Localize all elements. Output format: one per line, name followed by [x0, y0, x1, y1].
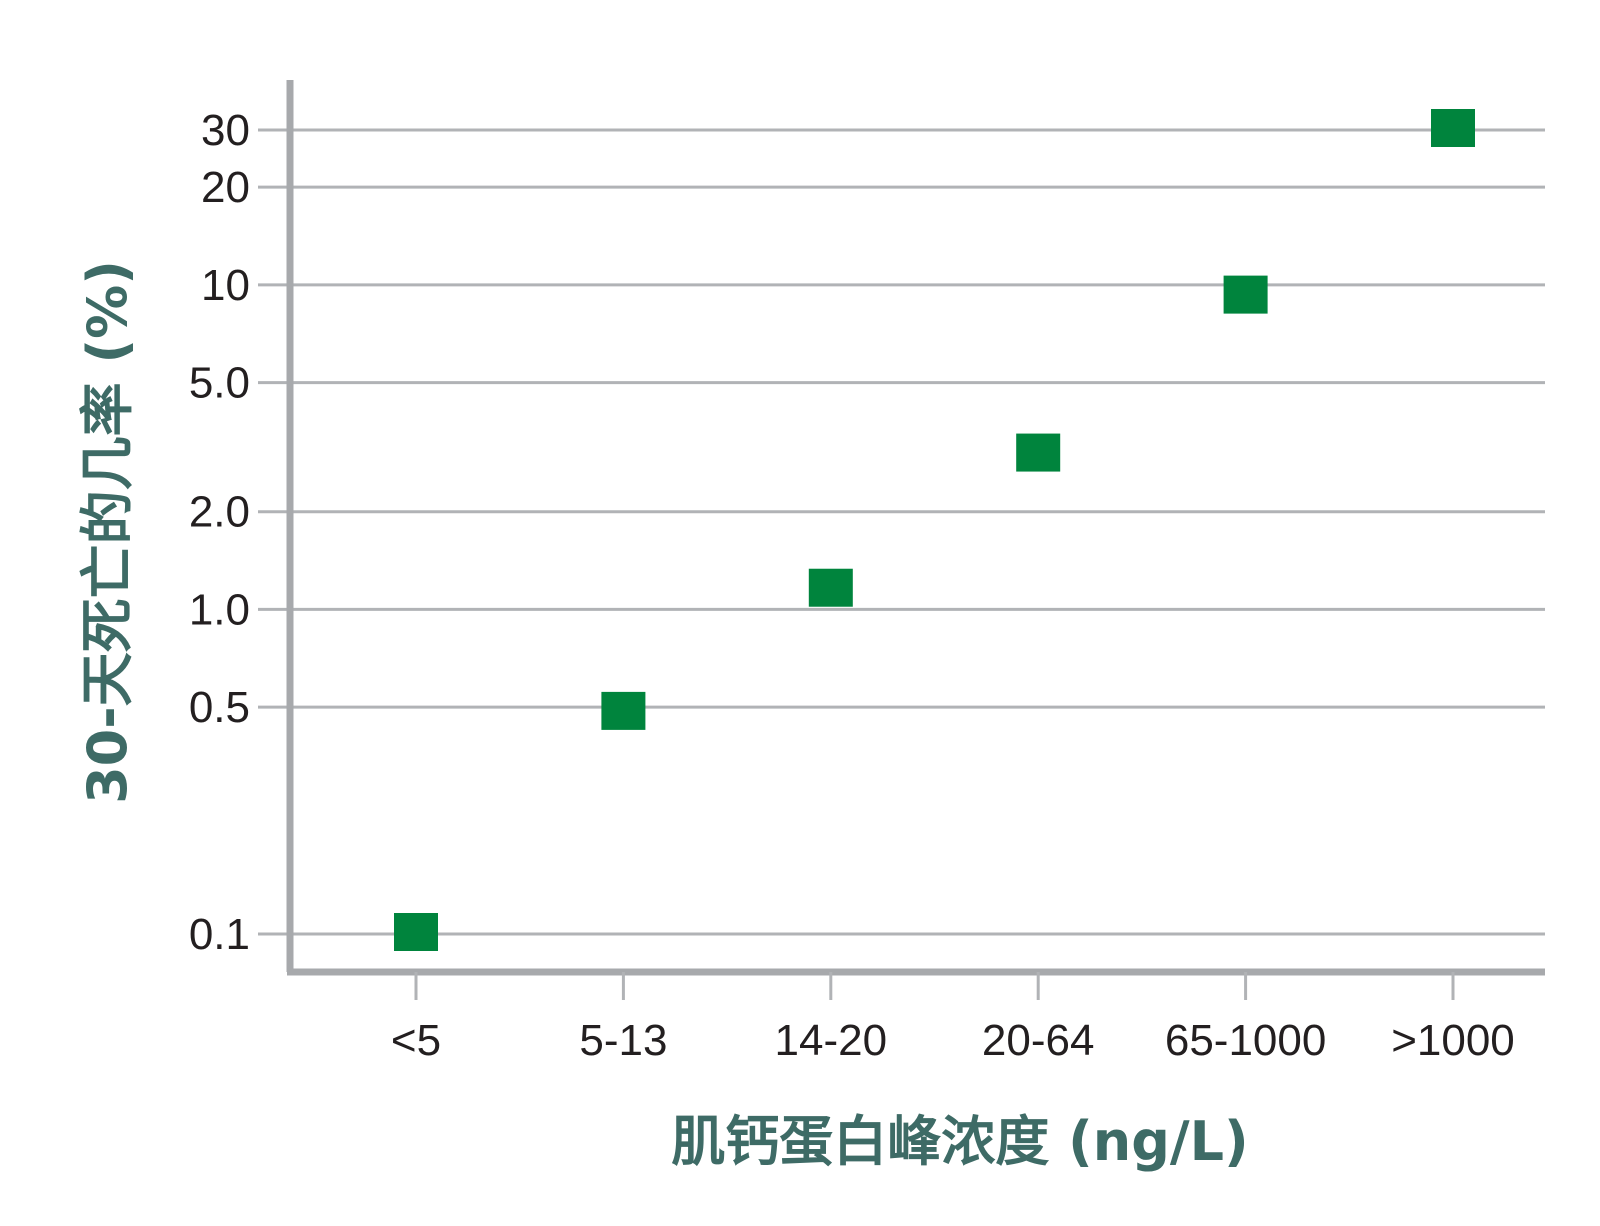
x-tick-label: >1000	[1391, 1016, 1515, 1065]
x-tick-label: 14-20	[775, 1016, 888, 1065]
data-points	[394, 109, 1475, 951]
grid-lines	[258, 128, 1545, 936]
x-tick-label: 20-64	[982, 1016, 1095, 1065]
y-tick-label: 1.0	[189, 585, 250, 634]
y-tick-label: 30	[201, 106, 250, 155]
y-tick-label: 0.5	[189, 683, 250, 732]
data-point	[1016, 433, 1061, 472]
data-point	[1223, 275, 1268, 314]
data-point	[1431, 109, 1475, 147]
data-point	[808, 568, 853, 607]
y-tick-labels: 0.1 0.5 1.0 2.0 5.0 10 20 30	[189, 106, 250, 959]
y-tick-label: 5.0	[189, 359, 250, 408]
x-tick-label: <5	[391, 1016, 441, 1065]
y-tick-label: 10	[201, 261, 250, 310]
x-axis-title: 肌钙蛋白峰浓度 (ng/L)	[671, 1110, 1248, 1173]
axes	[286, 80, 1545, 1000]
y-axis-title: 30-天死亡的几率 (%)	[76, 260, 139, 804]
x-tick-label: 5-13	[579, 1016, 667, 1065]
data-point	[601, 691, 646, 730]
x-tick-label: 65-1000	[1165, 1016, 1326, 1065]
y-tick-label: 0.1	[189, 910, 250, 959]
x-tick-labels: <5 5-13 14-20 20-64 65-1000 >1000	[391, 1016, 1515, 1065]
y-tick-label: 2.0	[189, 488, 250, 537]
data-point	[394, 913, 438, 951]
y-tick-label: 20	[201, 163, 250, 212]
